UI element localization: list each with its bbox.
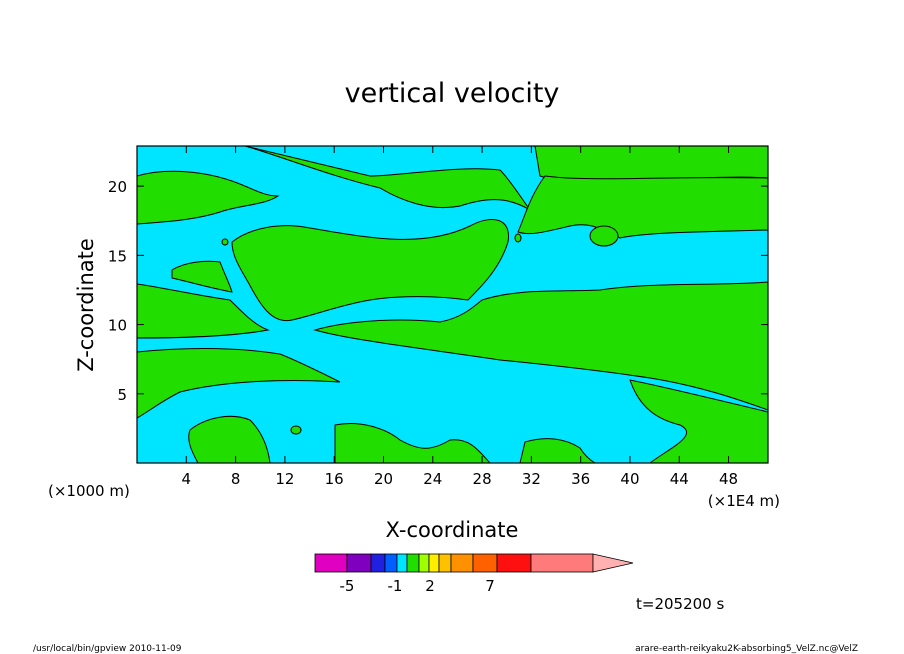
x-tick-label: 40 — [620, 470, 639, 488]
contour-region-right-band — [517, 175, 769, 239]
colorbar-swatch — [418, 553, 430, 573]
colorbar-tick-label: 2 — [425, 577, 435, 595]
x-tick-label: 16 — [325, 470, 344, 488]
colorbar-swatch — [472, 553, 498, 573]
x-unit-label: (×1000 m) — [48, 482, 130, 500]
x-tick-label: 20 — [374, 470, 393, 488]
contour-region-bottom-left — [188, 415, 271, 464]
colorbar-swatch — [450, 553, 474, 573]
contour-cell-upper-right — [589, 225, 619, 247]
plot-frame — [136, 145, 769, 464]
y-tick-label: 15 — [108, 247, 127, 265]
positive-regions — [136, 145, 769, 464]
time-label: t=205200 s — [636, 595, 724, 613]
contour-region-center-blob — [231, 218, 509, 322]
y-tick-label: 10 — [108, 317, 127, 335]
x-tick-label: 24 — [423, 470, 442, 488]
colorbar-arrow — [592, 553, 634, 573]
footer-command: /usr/local/bin/gpview 2010-11-09 — [33, 644, 182, 654]
colorbar-swatch — [396, 553, 408, 573]
x-unit-label-right: (×1E4 m) — [708, 492, 780, 510]
x-tick-label: 44 — [670, 470, 689, 488]
footer-source: arare-earth-reikyaku2K-absorbing5_VelZ.n… — [635, 644, 858, 654]
colorbar-swatch — [496, 553, 532, 573]
contour-cell-small-3 — [221, 238, 229, 246]
colorbar-swatch — [530, 553, 594, 573]
x-tick-label: 28 — [473, 470, 492, 488]
x-axis-ticks: 4 8 12 16 20 24 28 32 36 40 44 48 — [182, 146, 738, 488]
x-tick-label: 36 — [571, 470, 590, 488]
colorbar-swatch — [370, 553, 386, 573]
colorbar-labels: -5 -1 2 7 — [340, 577, 495, 595]
colorbar-swatch — [438, 553, 452, 573]
contour-region-left-lower — [136, 348, 341, 419]
x-tick-label: 4 — [182, 470, 192, 488]
contour-region-bottom-center — [334, 422, 492, 464]
contour-cell-small-2 — [514, 233, 522, 243]
colorbar-tick-label: -5 — [340, 577, 355, 595]
contour-region-bottom-mid — [519, 438, 597, 464]
chart-title: vertical velocity — [345, 78, 560, 109]
y-axis-title: Z-coordinate — [74, 238, 98, 372]
contour-region-bottom-right — [629, 379, 769, 464]
x-tick-label: 32 — [522, 470, 541, 488]
contour-region-right-middle — [313, 281, 769, 411]
colorbar-swatch — [384, 553, 398, 573]
colorbar-swatch — [346, 553, 372, 573]
x-tick-label: 48 — [719, 470, 738, 488]
y-tick-label: 5 — [117, 386, 127, 404]
contour-cell-small-1 — [290, 425, 302, 435]
x-tick-label: 8 — [231, 470, 241, 488]
contour-region-left-middle — [136, 283, 270, 339]
colorbar-swatch — [428, 553, 440, 573]
contour-plot-area — [136, 145, 769, 464]
colorbar-tick-label: 7 — [485, 577, 495, 595]
colorbar-tick-label: -1 — [388, 577, 403, 595]
y-axis-ticks: 5 10 15 20 — [108, 178, 768, 404]
colorbar-swatch — [406, 553, 420, 573]
contour-region-left-small — [171, 260, 233, 293]
colorbar — [314, 553, 634, 573]
x-tick-label: 12 — [275, 470, 294, 488]
y-tick-label: 20 — [108, 178, 127, 196]
contour-region-top-left — [136, 170, 280, 225]
colorbar-swatch — [314, 553, 348, 573]
x-axis-title: X-coordinate — [386, 518, 519, 542]
